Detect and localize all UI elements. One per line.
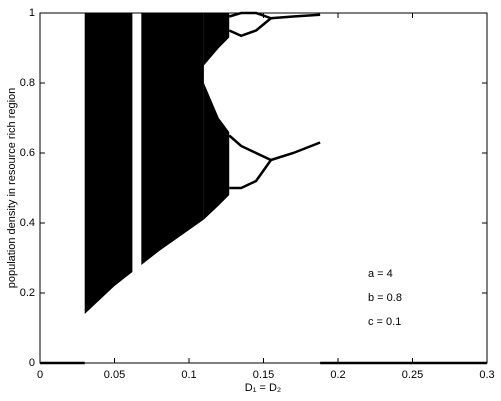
y-axis-label: population density in resource rich regi…	[6, 88, 18, 289]
x-tick-label: 0.05	[104, 369, 125, 381]
orbit-branch	[228, 134, 321, 162]
y-tick-label: 0.8	[20, 77, 35, 89]
y-tick-label: 0.2	[20, 287, 35, 299]
orbit-branch	[228, 11, 272, 20]
y-tick-label: 0.6	[20, 147, 35, 159]
orbit-branch	[229, 159, 272, 190]
chaotic-band	[141, 13, 204, 265]
x-tick-label: 0.1	[181, 369, 196, 381]
chaotic-band	[203, 83, 230, 220]
chaotic-band	[84, 13, 133, 314]
annotation: c = 0.1	[368, 316, 401, 328]
y-tick-label: 0	[29, 357, 35, 369]
x-tick-label: 0.15	[253, 369, 274, 381]
x-axis-label: D₁ = D₂	[245, 382, 281, 394]
y-tick-label: 1	[29, 7, 35, 19]
annotation: a = 4	[368, 268, 393, 280]
annotation: b = 0.8	[368, 292, 402, 304]
x-tick-label: 0	[37, 369, 43, 381]
chaotic-band	[203, 13, 230, 66]
x-tick-label: 0.2	[330, 369, 345, 381]
x-tick-label: 0.3	[479, 369, 494, 381]
x-tick-label: 0.25	[402, 369, 423, 381]
orbit-branch	[228, 13, 321, 38]
y-tick-label: 0.4	[20, 217, 35, 229]
